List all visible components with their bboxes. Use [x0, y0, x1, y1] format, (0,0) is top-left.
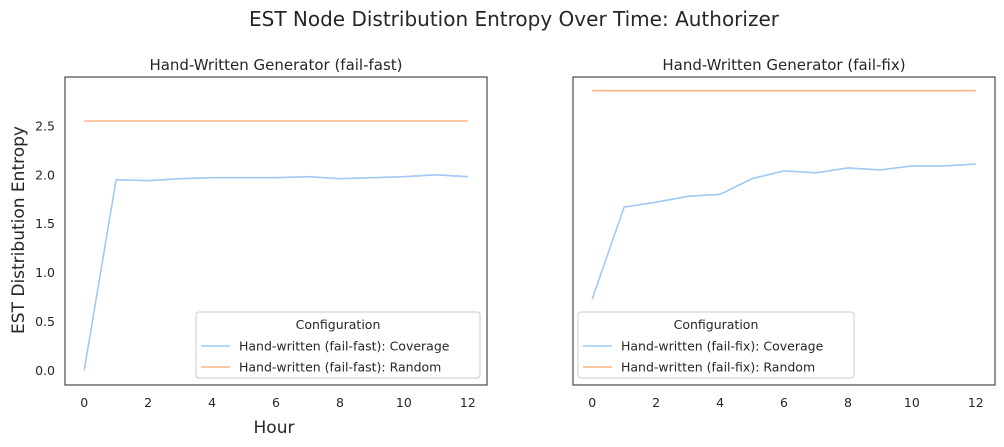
y-tick-label: 0.5	[35, 314, 55, 329]
y-tick-label: 1.0	[35, 265, 55, 280]
y-tick-label: 2.5	[35, 118, 55, 133]
x-tick-label: 2	[652, 395, 660, 410]
y-axis-label: EST Distribution Entropy	[9, 126, 29, 334]
x-tick-label: 8	[336, 395, 344, 410]
x-tick-label: 0	[80, 395, 88, 410]
x-tick-label: 6	[272, 395, 280, 410]
x-tick-label: 12	[460, 395, 476, 410]
subplot-title: Hand-Written Generator (fail-fix)	[662, 56, 905, 74]
subplot-fail-fast: Hand-Written Generator (fail-fast) 0 2 4 6 8 1…	[35, 56, 488, 410]
series-line-0	[83, 173, 468, 371]
x-tick-label: 8	[844, 395, 852, 410]
y-tick-label: 2.0	[35, 167, 55, 182]
legend-title: Configuration	[296, 317, 381, 332]
x-tick-label: 10	[904, 395, 920, 410]
legend-title: Configuration	[674, 317, 759, 332]
legend-entry-0: Hand-written (fail-fix): Coverage	[621, 339, 824, 354]
legend: Configuration Hand-written (fail-fast): C…	[195, 311, 481, 379]
x-tick-label: 12	[968, 395, 984, 410]
x-axis-label: Hour	[254, 418, 295, 438]
x-tick-label: 0	[588, 395, 596, 410]
series-line-0	[591, 163, 976, 300]
legend: Configuration Hand-written (fail-fix): Co…	[577, 311, 855, 379]
x-tick-label: 4	[716, 395, 724, 410]
axes-frame	[64, 76, 488, 386]
x-tick-label: 2	[144, 395, 152, 410]
figure-title: EST Node Distribution Entropy Over Time:…	[249, 7, 780, 31]
y-tick-label: 1.5	[35, 216, 55, 231]
legend-box	[195, 311, 481, 379]
x-tick-label: 6	[780, 395, 788, 410]
x-tick-label: 10	[396, 395, 412, 410]
legend-entry-1: Hand-written (fail-fast): Random	[239, 360, 441, 375]
legend-entry-0: Hand-written (fail-fast): Coverage	[239, 339, 450, 354]
legend-entry-1: Hand-written (fail-fix): Random	[621, 360, 815, 375]
y-tick-label: 0.0	[35, 363, 55, 378]
axes-frame	[572, 76, 996, 386]
legend-box	[577, 311, 855, 379]
subplot-fail-fix: Hand-Written Generator (fail-fix) 0 2 4 6 8 10…	[572, 56, 996, 410]
subplot-title: Hand-Written Generator (fail-fast)	[149, 56, 402, 74]
x-tick-label: 4	[208, 395, 216, 410]
